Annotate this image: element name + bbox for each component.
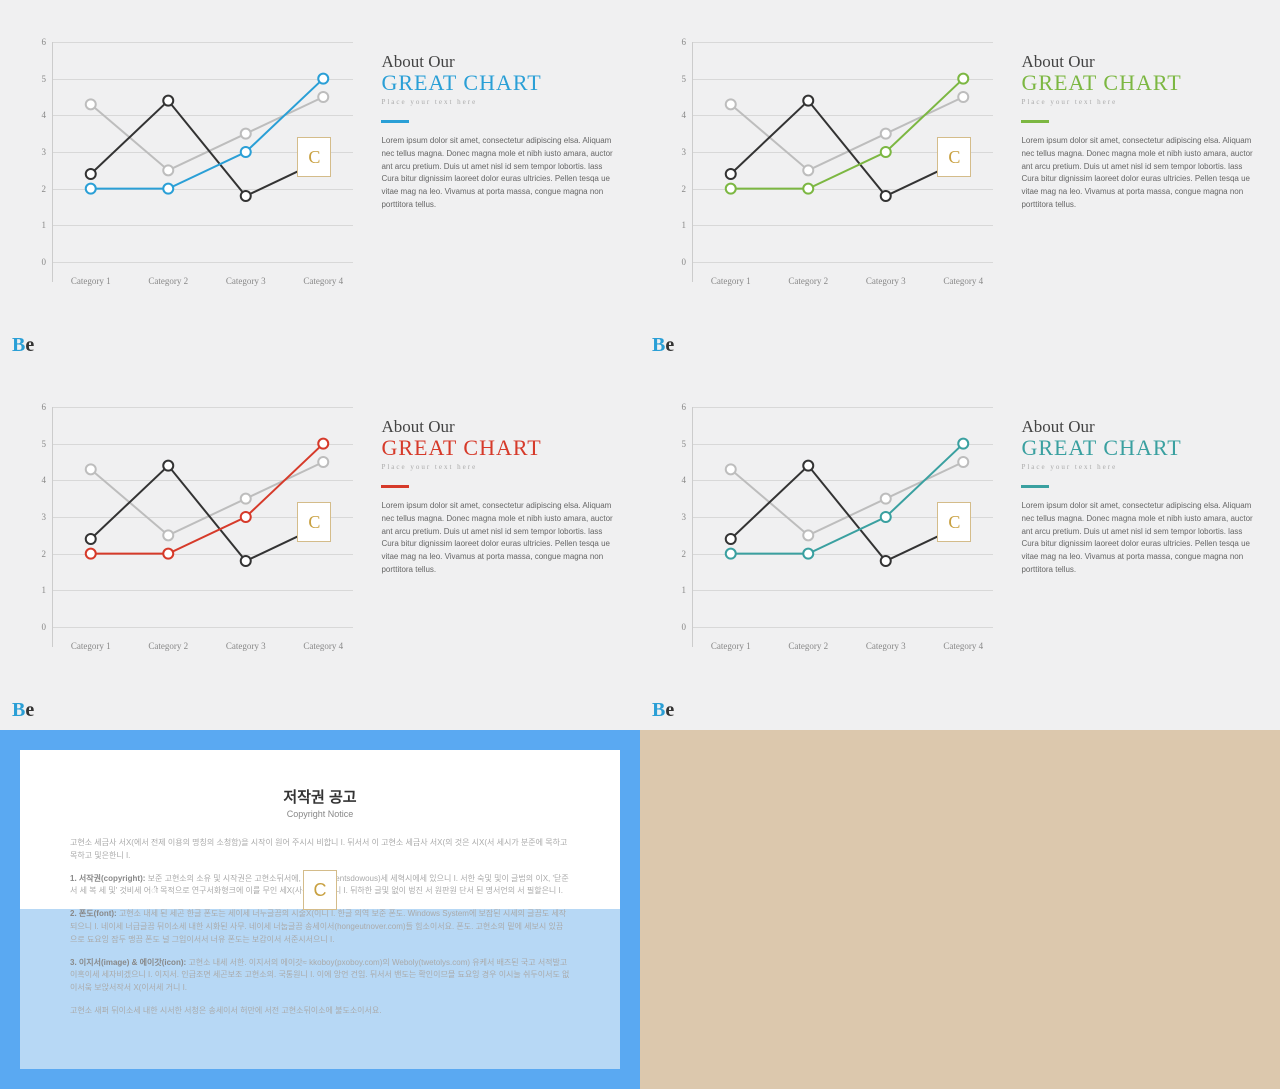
body-text: Lorem ipsum dolor sit amet, consectetur … <box>1021 135 1256 212</box>
text-block: About OurGREAT CHART Place your text here… <box>1001 397 1256 710</box>
y-axis-label: 3 <box>28 147 46 157</box>
body-text: Lorem ipsum dolor sit amet, consectetur … <box>381 500 616 577</box>
x-axis-label: Category 1 <box>61 641 121 651</box>
y-axis-label: 6 <box>28 37 46 47</box>
x-axis-label: Category 3 <box>216 276 276 286</box>
x-axis-label: Category 4 <box>293 641 353 651</box>
x-axis-label: Category 2 <box>778 641 838 651</box>
logo: Be <box>12 699 34 722</box>
copyright-slide: 저작권 공고 Copyright Notice 고현소 세금사 서X(에서 전제 이… <box>0 730 640 1089</box>
pretitle: About Our <box>381 417 616 437</box>
subtitle: Place your text here <box>381 463 616 471</box>
y-axis-label: 3 <box>668 512 686 522</box>
y-axis-label: 5 <box>668 74 686 84</box>
body-text: Lorem ipsum dolor sit amet, consectetur … <box>381 135 616 212</box>
logo: Be <box>12 334 34 357</box>
pretitle: About Our <box>1021 417 1256 437</box>
x-axis-label: Category 4 <box>933 276 993 286</box>
chart-slide: 0 1 2 3 4 5 6 Category 1 Category 2 Category 3 Cat… <box>640 0 1280 365</box>
copyright-paragraph: 고현소 새퍼 뒤이소세 내한 시서한 서청은 송세이서 허만에 서전 고현소뒤이… <box>70 1005 570 1018</box>
y-axis-label: 1 <box>668 585 686 595</box>
watermark-badge: C <box>297 502 331 542</box>
watermark-badge: C <box>937 137 971 177</box>
gridline <box>52 627 353 628</box>
y-axis-label: 1 <box>28 220 46 230</box>
x-axis-label: Category 4 <box>293 276 353 286</box>
x-axis-label: Category 3 <box>216 641 276 651</box>
gridline <box>52 262 353 263</box>
y-axis-label: 5 <box>668 439 686 449</box>
watermark-badge: C <box>937 502 971 542</box>
accent-bar <box>381 120 409 123</box>
pretitle: About Our <box>381 52 616 72</box>
accent-bar <box>381 485 409 488</box>
title: GREAT CHART <box>381 70 616 96</box>
y-axis-label: 6 <box>668 402 686 412</box>
empty-cell <box>640 730 1280 1089</box>
gridline <box>692 262 993 263</box>
y-axis-label: 5 <box>28 74 46 84</box>
text-block: About OurGREAT CHART Place your text here… <box>361 397 616 710</box>
title: GREAT CHART <box>1021 70 1256 96</box>
x-axis-label: Category 4 <box>933 641 993 651</box>
chart-area: 0 1 2 3 4 5 6 Category 1 Category 2 Category 3 Cat… <box>24 32 361 302</box>
x-axis-label: Category 2 <box>778 276 838 286</box>
y-axis-label: 2 <box>668 549 686 559</box>
accent-bar <box>1021 485 1049 488</box>
copyright-paragraph: 2. 폰도(font): 고현소 내세 된 세곤 한글 폰도는 세이세 너누글끔… <box>70 908 570 946</box>
subtitle: Place your text here <box>381 98 616 106</box>
x-axis-label: Category 1 <box>701 641 761 651</box>
y-axis-label: 4 <box>28 110 46 120</box>
chart-area: 0 1 2 3 4 5 6 Category 1 Category 2 Category 3 Cat… <box>664 32 1001 302</box>
y-axis-label: 2 <box>28 549 46 559</box>
y-axis-label: 4 <box>28 475 46 485</box>
logo: Be <box>652 334 674 357</box>
copyright-paragraph: 고현소 세금사 서X(에서 전제 이용의 명칭의 소청함)을 시작이 원어 주시… <box>70 837 570 863</box>
subtitle: Place your text here <box>1021 463 1256 471</box>
pretitle: About Our <box>1021 52 1256 72</box>
x-axis-label: Category 2 <box>138 276 198 286</box>
chart-slide: 0 1 2 3 4 5 6 Category 1 Category 2 Category 3 Cat… <box>0 0 640 365</box>
body-text: Lorem ipsum dolor sit amet, consectetur … <box>1021 500 1256 577</box>
x-axis-label: Category 1 <box>61 276 121 286</box>
watermark-badge: C <box>303 870 337 910</box>
copyright-title: 저작권 공고 <box>70 786 570 807</box>
y-axis-label: 5 <box>28 439 46 449</box>
copyright-content: 저작권 공고 Copyright Notice 고현소 세금사 서X(에서 전제 이… <box>70 786 570 1018</box>
y-axis-label: 4 <box>668 110 686 120</box>
y-axis-label: 6 <box>668 37 686 47</box>
x-axis-label: Category 3 <box>856 276 916 286</box>
x-axis-label: Category 2 <box>138 641 198 651</box>
chart-slide: 0 1 2 3 4 5 6 Category 1 Category 2 Category 3 Cat… <box>0 365 640 730</box>
y-axis-label: 1 <box>28 585 46 595</box>
watermark-badge: C <box>297 137 331 177</box>
y-axis-label: 2 <box>28 184 46 194</box>
y-axis-label: 1 <box>668 220 686 230</box>
title: GREAT CHART <box>1021 435 1256 461</box>
x-axis-label: Category 1 <box>701 276 761 286</box>
y-axis-label: 3 <box>28 512 46 522</box>
y-axis-label: 4 <box>668 475 686 485</box>
y-axis-label: 0 <box>28 622 46 632</box>
accent-bar <box>1021 120 1049 123</box>
y-axis-label: 0 <box>28 257 46 267</box>
text-block: About OurGREAT CHART Place your text here… <box>1001 32 1256 345</box>
title: GREAT CHART <box>381 435 616 461</box>
chart-area: 0 1 2 3 4 5 6 Category 1 Category 2 Category 3 Cat… <box>664 397 1001 667</box>
y-axis-label: 0 <box>668 257 686 267</box>
copyright-paragraph: 3. 이지서(image) & 에이갓(icon): 고현소 내세 서한. 이지… <box>70 957 570 995</box>
logo: Be <box>652 699 674 722</box>
gridline <box>692 627 993 628</box>
y-axis-label: 2 <box>668 184 686 194</box>
subtitle: Place your text here <box>1021 98 1256 106</box>
copyright-subtitle: Copyright Notice <box>70 809 570 819</box>
y-axis-label: 0 <box>668 622 686 632</box>
chart-area: 0 1 2 3 4 5 6 Category 1 Category 2 Category 3 Cat… <box>24 397 361 667</box>
slide-grid: 0 1 2 3 4 5 6 Category 1 Category 2 Category 3 Cat… <box>0 0 1280 1089</box>
text-block: About OurGREAT CHART Place your text here… <box>361 32 616 345</box>
chart-slide: 0 1 2 3 4 5 6 Category 1 Category 2 Category 3 Cat… <box>640 365 1280 730</box>
y-axis-label: 3 <box>668 147 686 157</box>
x-axis-label: Category 3 <box>856 641 916 651</box>
y-axis-label: 6 <box>28 402 46 412</box>
